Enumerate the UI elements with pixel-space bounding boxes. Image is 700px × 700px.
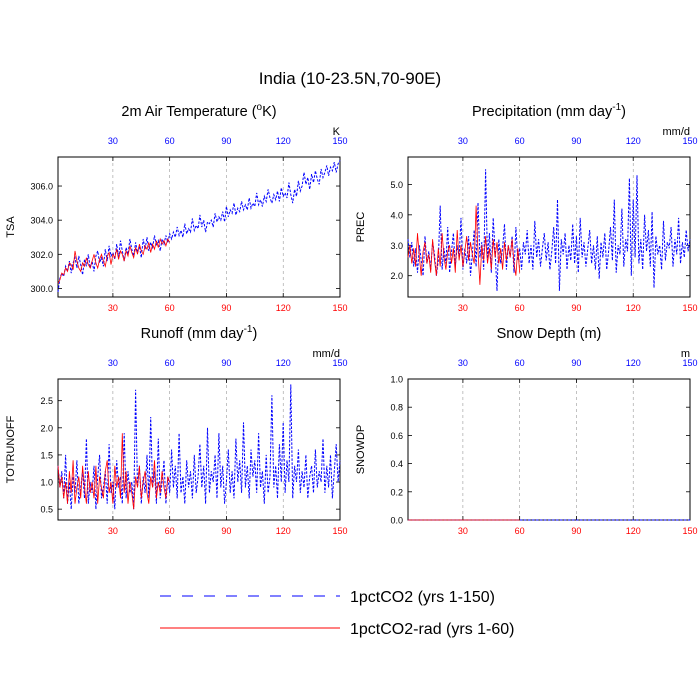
legend-label-1pctCO2-rad: 1pctCO2-rad (yrs 1-60) <box>350 621 515 638</box>
units-label-totrunoff: mm/d <box>313 348 341 360</box>
x-tick-label-top-tsa-90: 90 <box>221 136 231 146</box>
y-tick-label-tsa-3: 306.0 <box>30 182 53 192</box>
x-tick-label-top-prec-120: 120 <box>626 136 641 146</box>
x-tick-label-bottom-tsa-120: 120 <box>276 303 291 313</box>
y-axis-label-tsa: TSA <box>5 216 17 238</box>
y-axis-label-prec: PREC <box>355 212 367 243</box>
x-tick-label-top-snowdp-60: 60 <box>515 358 525 368</box>
panel-title-sup-totrunoff: -1 <box>244 324 253 335</box>
figure-title: India (10-23.5N,70-90E) <box>259 69 441 88</box>
x-tick-label-top-prec-60: 60 <box>515 136 525 146</box>
y-tick-label-totrunoff-4: 2.5 <box>40 396 53 406</box>
x-tick-label-bottom-tsa-150: 150 <box>332 303 347 313</box>
x-tick-label-top-tsa-60: 60 <box>165 136 175 146</box>
series-line-prec-1pctCO2-rad <box>407 205 521 285</box>
y-tick-label-totrunoff-3: 2.0 <box>40 423 53 433</box>
y-tick-label-tsa-1: 302.0 <box>30 250 53 260</box>
x-tick-label-top-totrunoff-150: 150 <box>332 358 347 368</box>
series-line-tsa-1pctCO2-rad <box>57 237 171 284</box>
x-tick-label-top-totrunoff-90: 90 <box>221 358 231 368</box>
panel-title-main-tsa: 2m Air Temperature ( <box>121 104 256 120</box>
panel-snowdp: Snow Depth (m) m SNOWDP 30 30 60 60 90 90 120 120 1… <box>355 326 698 536</box>
y-tick-label-totrunoff-2: 1.5 <box>40 450 53 460</box>
plot-frame-tsa <box>57 156 341 298</box>
series-line-prec-1pctCO2 <box>407 169 691 291</box>
x-tick-label-bottom-tsa-60: 60 <box>165 303 175 313</box>
x-tick-label-top-tsa-150: 150 <box>332 136 347 146</box>
series-line-tsa-1pctCO2 <box>57 160 341 292</box>
panel-title-main-snowdp: Snow Depth (m) <box>497 326 602 342</box>
y-tick-label-snowdp-1: 0.2 <box>390 487 403 497</box>
x-tick-label-top-totrunoff-120: 120 <box>276 358 291 368</box>
x-tick-label-top-prec-30: 30 <box>458 136 468 146</box>
panel-title-sup-tsa: o <box>257 102 263 113</box>
series-line-totrunoff-1pctCO2-rad <box>57 433 171 510</box>
x-tick-label-bottom-prec-150: 150 <box>682 303 697 313</box>
x-tick-label-top-snowdp-120: 120 <box>626 358 641 368</box>
x-tick-label-bottom-tsa-90: 90 <box>221 303 231 313</box>
legend-label-1pctCO2: 1pctCO2 (yrs 1-150) <box>350 589 495 606</box>
units-label-prec: mm/d <box>663 126 691 138</box>
x-tick-label-bottom-totrunoff-120: 120 <box>276 526 291 536</box>
panel-title-end-tsa: K) <box>262 104 277 120</box>
y-tick-label-snowdp-0: 0.0 <box>390 516 403 526</box>
y-tick-label-prec-1: 3.0 <box>390 241 403 251</box>
x-tick-label-top-prec-90: 90 <box>571 136 581 146</box>
y-tick-label-prec-2: 4.0 <box>390 210 403 220</box>
x-tick-label-bottom-snowdp-90: 90 <box>571 526 581 536</box>
x-tick-label-bottom-snowdp-150: 150 <box>682 526 697 536</box>
y-axis-label-totrunoff: TOTRUNOFF <box>5 415 17 483</box>
panel-title-prec: Precipitation (mm day-1) <box>472 102 626 120</box>
y-tick-label-snowdp-2: 0.4 <box>390 459 403 469</box>
panel-title-main-totrunoff: Runoff (mm day <box>141 326 245 342</box>
x-tick-label-top-tsa-30: 30 <box>108 136 118 146</box>
panel-totrunoff: Runoff (mm day-1) mm/d TOTRUNOFF 30 30 60 60 90… <box>5 324 348 536</box>
x-tick-label-top-snowdp-90: 90 <box>571 358 581 368</box>
panel-prec: Precipitation (mm day-1) mm/d PREC 30 30 60 60… <box>355 102 698 313</box>
y-tick-label-prec-3: 5.0 <box>390 180 403 190</box>
y-tick-label-tsa-2: 304.0 <box>30 216 53 226</box>
y-tick-label-snowdp-4: 0.8 <box>390 403 403 413</box>
plot-frame-totrunoff <box>57 378 341 521</box>
panel-title-sup-prec: -1 <box>612 102 621 113</box>
x-tick-label-bottom-snowdp-30: 30 <box>458 526 468 536</box>
y-tick-label-totrunoff-0: 0.5 <box>40 505 53 515</box>
x-tick-label-bottom-prec-120: 120 <box>626 303 641 313</box>
x-tick-label-bottom-prec-30: 30 <box>458 303 468 313</box>
y-tick-label-snowdp-3: 0.6 <box>390 431 403 441</box>
x-tick-label-bottom-totrunoff-30: 30 <box>108 526 118 536</box>
panel-title-end-totrunoff: ) <box>252 326 257 342</box>
panel-title-end-prec: ) <box>621 104 626 120</box>
panel-tsa: 2m Air Temperature (oK) K TSA 30 30 60 60 90 90 1… <box>5 102 348 313</box>
panel-title-tsa: 2m Air Temperature (oK) <box>121 102 276 120</box>
x-tick-label-bottom-prec-90: 90 <box>571 303 581 313</box>
x-tick-label-bottom-totrunoff-90: 90 <box>221 526 231 536</box>
units-label-tsa: K <box>333 126 341 138</box>
legend: 1pctCO2 (yrs 1-150) 1pctCO2-rad (yrs 1-6… <box>160 589 515 638</box>
x-tick-label-top-tsa-120: 120 <box>276 136 291 146</box>
y-axis-label-snowdp: SNOWDP <box>355 425 367 475</box>
x-tick-label-top-snowdp-30: 30 <box>458 358 468 368</box>
x-tick-label-top-totrunoff-60: 60 <box>165 358 175 368</box>
x-tick-label-top-prec-150: 150 <box>682 136 697 146</box>
plot-frame-prec <box>407 156 691 298</box>
units-label-snowdp: m <box>681 348 690 360</box>
y-tick-label-totrunoff-1: 1.0 <box>40 478 53 488</box>
x-tick-label-bottom-totrunoff-150: 150 <box>332 526 347 536</box>
x-tick-label-bottom-tsa-30: 30 <box>108 303 118 313</box>
y-tick-label-tsa-0: 300.0 <box>30 284 53 294</box>
x-tick-label-top-totrunoff-30: 30 <box>108 358 118 368</box>
y-tick-label-snowdp-5: 1.0 <box>390 375 403 385</box>
panel-title-totrunoff: Runoff (mm day-1) <box>141 324 258 342</box>
y-tick-label-prec-0: 2.0 <box>390 271 403 281</box>
x-tick-label-bottom-snowdp-60: 60 <box>515 526 525 536</box>
x-tick-label-bottom-totrunoff-60: 60 <box>165 526 175 536</box>
x-tick-label-bottom-prec-60: 60 <box>515 303 525 313</box>
x-tick-label-bottom-snowdp-120: 120 <box>626 526 641 536</box>
panel-title-snowdp: Snow Depth (m) <box>497 326 602 342</box>
x-tick-label-top-snowdp-150: 150 <box>682 358 697 368</box>
panel-title-main-prec: Precipitation (mm day <box>472 104 613 120</box>
